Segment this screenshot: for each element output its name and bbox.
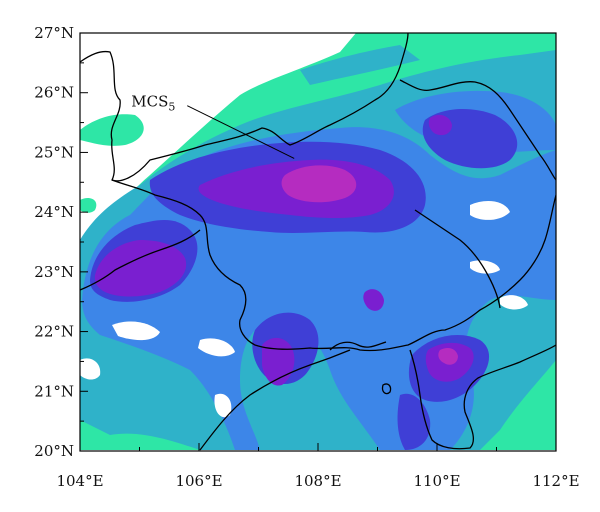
coastline	[199, 349, 351, 451]
boundary-line	[329, 341, 387, 351]
x-tick-label: 104°E	[56, 472, 103, 490]
boundaries	[80, 33, 556, 451]
y-tick-label: 25°N	[34, 143, 74, 161]
x-tick-label: 106°E	[175, 472, 222, 490]
boundary-line	[80, 229, 201, 291]
x-tick-label: 108°E	[294, 472, 341, 490]
annotation-label: MCS5	[131, 93, 175, 114]
boundary-line	[111, 179, 556, 352]
y-tick-label: 24°N	[34, 203, 74, 221]
boundary-line	[414, 209, 501, 309]
x-axis: 104°E 106°E 108°E 110°E 112°E	[56, 443, 580, 490]
y-axis: 20°N 21°N 22°N 23°N 24°N 25°N 26°N 27°N	[34, 24, 88, 460]
mcs-annotation: MCS5	[131, 93, 295, 159]
annotation-leader-line	[187, 105, 295, 159]
annotation-subscript: 5	[168, 101, 175, 114]
y-tick-label: 20°N	[34, 442, 74, 460]
gap-regions	[80, 200, 528, 418]
y-tick-label: 27°N	[34, 24, 74, 42]
y-tick-label: 22°N	[34, 323, 74, 341]
coastline	[381, 383, 392, 395]
boundary-line	[80, 33, 409, 182]
annotation-main: MCS	[131, 93, 168, 111]
coastline	[409, 344, 556, 450]
y-tick-label: 26°N	[34, 84, 74, 102]
boundary-line	[399, 79, 556, 181]
contour-level-6	[281, 165, 458, 365]
y-tick-label: 21°N	[34, 382, 74, 400]
x-tick-label: 112°E	[532, 472, 579, 490]
y-tick-label: 23°N	[34, 263, 74, 281]
plot-area	[80, 33, 556, 451]
x-tick-label: 110°E	[413, 472, 460, 490]
